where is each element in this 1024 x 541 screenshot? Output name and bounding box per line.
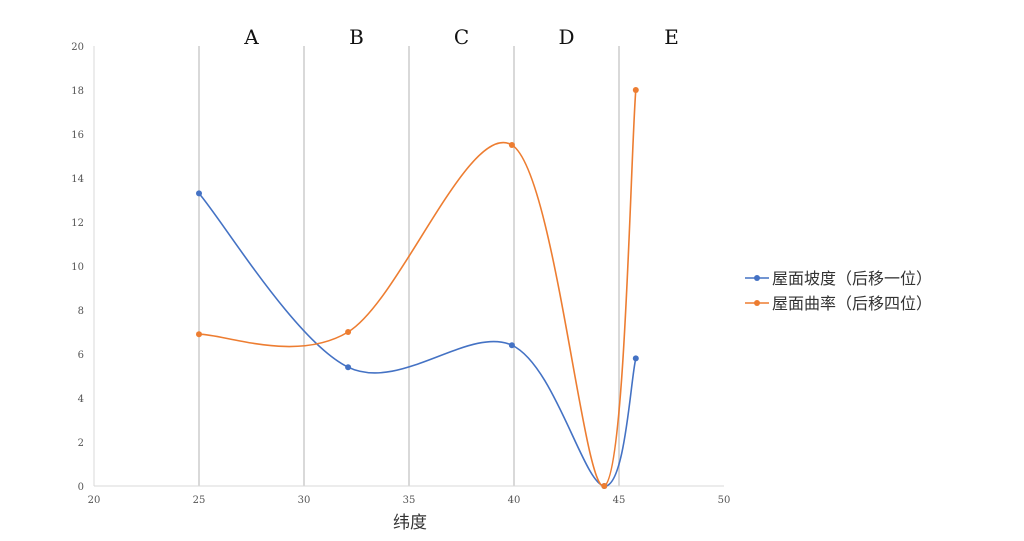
y-tick-label: 8 bbox=[78, 306, 84, 317]
data-point bbox=[196, 331, 202, 338]
x-axis-title: 纬度 bbox=[393, 513, 427, 533]
y-tick-label: 18 bbox=[71, 86, 84, 97]
series-2 bbox=[196, 87, 639, 489]
x-tick-label: 20 bbox=[88, 495, 101, 506]
data-point bbox=[508, 142, 515, 148]
y-tick-label: 14 bbox=[71, 174, 84, 185]
legend: 屋面坡度（后移一位） 屋面曲率（后移四位） bbox=[745, 269, 932, 313]
legend-label: 屋面曲率（后移四位） bbox=[772, 294, 932, 313]
series-group bbox=[196, 87, 639, 489]
data-point bbox=[601, 483, 608, 489]
legend-item: 屋面曲率（后移四位） bbox=[745, 294, 932, 313]
series-line bbox=[198, 89, 637, 487]
data-point bbox=[345, 329, 352, 335]
region-label: B bbox=[349, 25, 364, 49]
y-tick-label: 6 bbox=[78, 350, 84, 361]
series-line bbox=[198, 192, 637, 487]
axes bbox=[93, 46, 724, 487]
data-point bbox=[196, 190, 202, 197]
legend-label: 屋面坡度（后移一位） bbox=[772, 269, 932, 288]
x-tick-labels: 20 25 30 35 40 45 50 bbox=[88, 495, 731, 506]
y-tick-label: 16 bbox=[71, 130, 84, 141]
x-tick-label: 25 bbox=[193, 495, 206, 506]
data-point bbox=[632, 87, 639, 93]
region-label: D bbox=[558, 25, 574, 49]
data-point bbox=[632, 355, 639, 362]
vertical-gridlines bbox=[198, 46, 620, 486]
region-label: E bbox=[664, 25, 679, 49]
y-tick-label: 2 bbox=[78, 438, 84, 449]
y-tick-label: 10 bbox=[71, 262, 84, 273]
x-tick-label: 45 bbox=[613, 495, 626, 506]
region-labels: A B C D E bbox=[243, 25, 679, 49]
y-tick-label: 20 bbox=[71, 42, 84, 53]
x-tick-label: 30 bbox=[298, 495, 311, 506]
y-tick-label: 0 bbox=[78, 482, 84, 493]
series-1 bbox=[196, 190, 639, 489]
y-tick-label: 12 bbox=[71, 218, 84, 229]
legend-swatch-marker bbox=[754, 300, 760, 306]
region-label: A bbox=[243, 25, 259, 49]
legend-swatch-marker bbox=[754, 275, 760, 281]
x-tick-label: 35 bbox=[403, 495, 416, 506]
y-tick-label: 4 bbox=[78, 394, 84, 405]
x-tick-label: 50 bbox=[718, 495, 731, 506]
data-point bbox=[508, 342, 515, 349]
legend-item: 屋面坡度（后移一位） bbox=[745, 269, 932, 288]
region-label: C bbox=[454, 25, 469, 49]
y-tick-labels: 0 2 4 6 8 10 12 14 16 18 20 bbox=[71, 42, 84, 493]
data-point bbox=[345, 364, 352, 371]
x-tick-label: 40 bbox=[508, 495, 521, 506]
